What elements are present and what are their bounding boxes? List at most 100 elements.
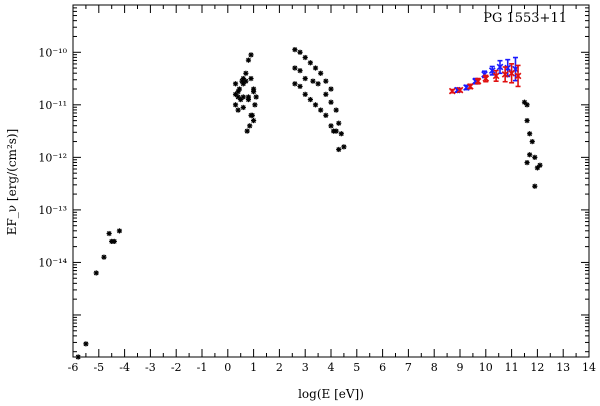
archival-point (292, 65, 298, 71)
star-stroke (318, 70, 324, 76)
star-stroke (323, 78, 329, 84)
agile-point (482, 74, 490, 83)
archival-point (323, 78, 329, 84)
star-stroke (310, 78, 316, 84)
star-stroke (233, 81, 238, 87)
archival-point (524, 102, 530, 108)
archival-point (253, 94, 259, 100)
fermi-point (496, 59, 504, 75)
fermi-marker (463, 84, 470, 91)
star-stroke (248, 76, 254, 81)
star-stroke (297, 84, 303, 89)
star-stroke (318, 107, 324, 113)
archival-point (297, 83, 303, 90)
archival-point (323, 112, 329, 118)
archival-point (249, 112, 255, 118)
archival-point (116, 228, 123, 234)
archival-point (83, 341, 89, 347)
archival-point (93, 270, 99, 276)
x-tick-label: -4 (119, 361, 130, 374)
star-stroke (341, 144, 347, 150)
star-stroke (247, 123, 253, 129)
star-stroke (249, 112, 255, 118)
archival-point (297, 68, 303, 74)
archival-point (328, 99, 334, 105)
star-stroke (524, 102, 530, 108)
agile-marker (448, 87, 456, 95)
star-stroke (307, 60, 313, 66)
archival-point (297, 49, 303, 55)
x-tick-label: 9 (457, 361, 464, 374)
star-stroke (331, 128, 336, 134)
archival-point (245, 57, 252, 63)
archival-point (236, 86, 243, 92)
x-tick-label: 14 (582, 361, 596, 374)
agile-point (514, 64, 522, 88)
star-stroke (253, 94, 259, 100)
star-stroke (237, 86, 242, 92)
agile-point (474, 77, 482, 85)
star-stroke (246, 94, 251, 100)
star-stroke (336, 147, 342, 152)
archival-point (101, 254, 107, 260)
plot-frame (72, 4, 590, 358)
star-stroke (532, 154, 538, 160)
star-stroke (75, 354, 81, 360)
star-stroke (302, 55, 308, 60)
star-stroke (248, 52, 254, 58)
archival-point (328, 123, 334, 129)
archival-point (524, 117, 530, 124)
x-tick-label: 13 (556, 361, 570, 374)
star-stroke (527, 152, 533, 158)
y-tick-label: 10⁻¹¹ (38, 99, 67, 112)
star-stroke (83, 341, 89, 347)
archival-point (527, 131, 533, 137)
agile-point (466, 83, 474, 90)
archival-point (292, 81, 298, 87)
agile-point (492, 69, 500, 82)
archival-point (318, 107, 324, 113)
archival-point (524, 160, 530, 166)
y-tick-label: 10⁻¹⁴ (38, 256, 67, 269)
star-stroke (240, 76, 246, 81)
star-stroke (93, 270, 99, 276)
archival-point (243, 70, 249, 76)
axis-ticks (72, 5, 590, 357)
x-tick-label: -6 (68, 361, 79, 374)
archival-point (106, 230, 112, 237)
star-stroke (238, 97, 244, 102)
agile-point (448, 87, 456, 95)
agile-point (501, 66, 509, 83)
archival-point (318, 70, 324, 76)
archival-point (537, 162, 543, 168)
x-tick-label: 7 (405, 361, 412, 374)
x-tick-label: -3 (145, 361, 156, 374)
archival-point (532, 154, 538, 160)
archival-point (330, 128, 337, 134)
archival-point (292, 47, 298, 53)
star-stroke (323, 112, 329, 118)
star-stroke (292, 65, 298, 71)
data-marks (75, 47, 543, 360)
archival-point (302, 54, 308, 61)
archival-point (333, 107, 339, 113)
star-stroke (313, 65, 318, 71)
archival-point (302, 75, 308, 82)
star-stroke (315, 81, 321, 87)
archival-point (341, 144, 347, 150)
star-stroke (106, 231, 112, 236)
archival-point (312, 65, 319, 71)
agile-marker (508, 69, 515, 77)
archival-point (243, 78, 249, 84)
agile-point (456, 86, 464, 94)
archival-point (307, 60, 313, 66)
star-stroke (243, 70, 249, 76)
star-stroke (524, 118, 530, 123)
archival-point (328, 86, 334, 92)
star-stroke (251, 118, 256, 123)
x-tick-label: -5 (93, 361, 104, 374)
star-stroke (328, 99, 334, 105)
agile-point (508, 63, 515, 84)
y-tick-label: 10⁻¹⁰ (38, 46, 67, 59)
star-stroke (244, 128, 250, 134)
